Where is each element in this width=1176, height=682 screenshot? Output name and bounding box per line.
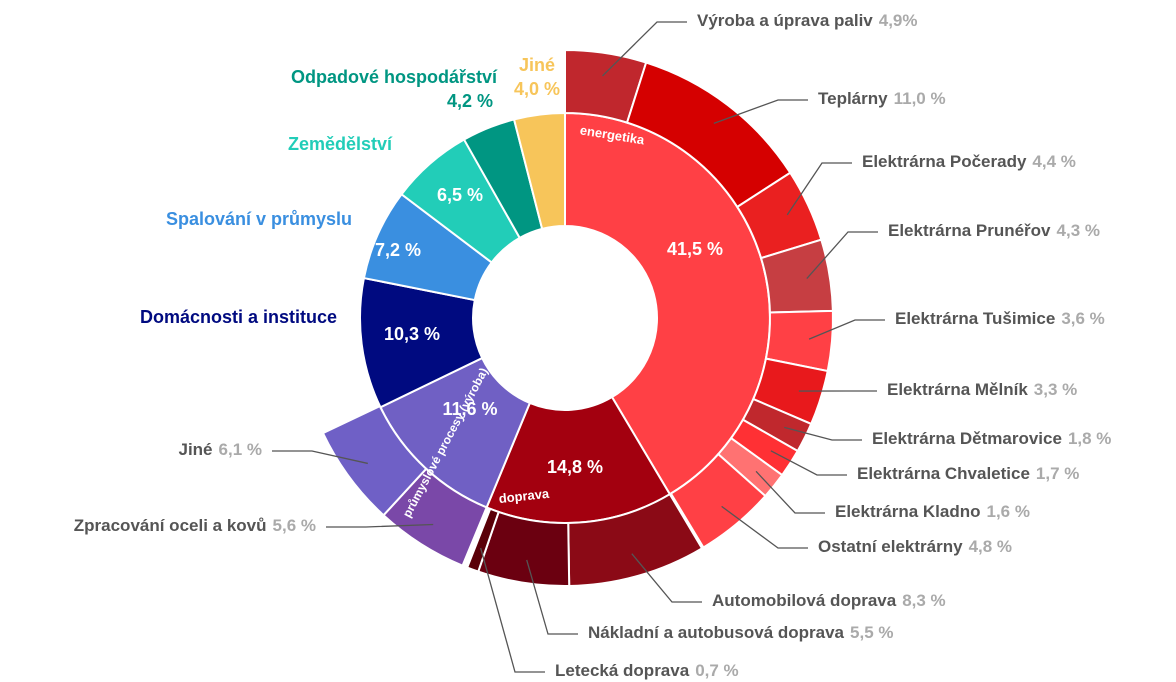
leader-line	[526, 559, 578, 635]
outer-label-name: Letecká doprava	[555, 661, 690, 680]
outer-segment	[465, 507, 500, 573]
value-label: 14,8 %	[547, 457, 603, 477]
outer-label-name: Elektrárna Počerady	[862, 152, 1027, 171]
outer-label-name: Ostatní elektrárny	[818, 537, 963, 556]
outer-label-value: 3,3 %	[1034, 380, 1077, 399]
outer-label: Elektrárna Počerady 4,4 %	[862, 152, 1076, 171]
outer-label: Elektrárna Chvaletice 1,7 %	[857, 464, 1079, 483]
leader-line	[806, 231, 878, 280]
outer-label-name: Elektrárna Chvaletice	[857, 464, 1030, 483]
leader-line	[480, 547, 545, 673]
inner-segment	[512, 111, 566, 231]
outer-label-name: Elektrárna Prunéřov	[888, 221, 1051, 240]
outer-label-value: 4,9%	[879, 11, 918, 30]
outer-label: Zpracování oceli a kovů 5,6 %	[74, 516, 316, 535]
outer-label: Elektrárna Kladno 1,6 %	[835, 502, 1030, 521]
outer-label: Elektrárna Mělník 3,3 %	[887, 380, 1077, 399]
leader-line	[784, 426, 862, 441]
outer-label-value: 4,8 %	[969, 537, 1012, 556]
outer-label-name: Elektrárna Kladno	[835, 502, 981, 521]
leader-line	[770, 450, 847, 476]
outer-label: Jiné 6,1 %	[178, 440, 262, 459]
outer-label: Teplárny 11,0 %	[818, 89, 946, 108]
outer-label: Elektrárna Tušimice 3,6 %	[895, 309, 1105, 328]
inner-name: doprava	[498, 486, 551, 506]
outer-label-value: 1,8 %	[1068, 429, 1111, 448]
leader-line	[786, 162, 852, 216]
category-name: Odpadové hospodářství	[291, 67, 498, 87]
leader-line	[808, 319, 885, 340]
outer-label-value: 8,3 %	[902, 591, 945, 610]
outer-label-name: Elektrárna Tušimice	[895, 309, 1055, 328]
leader-line	[602, 21, 687, 77]
outer-label-value: 5,6 %	[273, 516, 316, 535]
outer-segment	[321, 404, 428, 517]
outer-label: Ostatní elektrárny 4,8 %	[818, 537, 1012, 556]
outer-label-name: Jiné	[178, 440, 212, 459]
outer-label-value: 1,6 %	[987, 502, 1030, 521]
value-label: 6,5 %	[437, 185, 483, 205]
value-label: 41,5 %	[667, 239, 723, 259]
outer-label-name: Automobilová doprava	[712, 591, 897, 610]
value-label: 4,2 %	[447, 91, 493, 111]
outer-label-value: 11,0 %	[894, 89, 946, 108]
outer-label: Výroba a úprava paliv 4,9%	[697, 11, 918, 30]
value-label: 4,0 %	[514, 79, 560, 99]
leader-line	[631, 553, 702, 603]
category-name: Spalování v průmyslu	[166, 209, 352, 229]
outer-label-name: Teplárny	[818, 89, 888, 108]
outer-label: Nákladní a autobusová doprava 5,5 %	[588, 623, 894, 642]
outer-label-value: 4,3 %	[1057, 221, 1100, 240]
leader-line	[713, 99, 808, 124]
leader-line	[721, 505, 808, 549]
category-name: Domácnosti a instituce	[140, 307, 337, 327]
outer-label: Elektrárna Prunéřov 4,3 %	[888, 221, 1100, 240]
outer-label-name: Elektrárna Mělník	[887, 380, 1028, 399]
outer-label-value: 1,7 %	[1036, 464, 1079, 483]
outer-label-value: 0,7 %	[695, 661, 738, 680]
category-name: Jiné	[519, 55, 555, 75]
outer-label-value: 6,1 %	[219, 440, 262, 459]
leader-line	[755, 470, 825, 514]
outer-label-value: 3,6 %	[1061, 309, 1104, 328]
outer-segment	[669, 452, 767, 549]
value-label: 10,3 %	[384, 324, 440, 344]
outer-label: Elektrárna Dětmarovice 1,8 %	[872, 429, 1111, 448]
outer-label-name: Elektrárna Dětmarovice	[872, 429, 1062, 448]
outer-label-name: Zpracování oceli a kovů	[74, 516, 267, 535]
outer-label: Automobilová doprava 8,3 %	[712, 591, 946, 610]
outer-label-value: 4,4 %	[1032, 152, 1075, 171]
leader-line	[272, 450, 368, 465]
outer-label-name: Výroba a úprava paliv	[697, 11, 873, 30]
value-label: 7,2 %	[375, 240, 421, 260]
value-label: 11,6 %	[442, 399, 497, 419]
outer-label-value: 5,5 %	[850, 623, 893, 642]
leader-line	[326, 523, 434, 528]
outer-label: Letecká doprava 0,7 %	[555, 661, 739, 680]
category-name: Zemědělství	[288, 134, 393, 154]
outer-label-name: Nákladní a autobusová doprava	[588, 623, 845, 642]
